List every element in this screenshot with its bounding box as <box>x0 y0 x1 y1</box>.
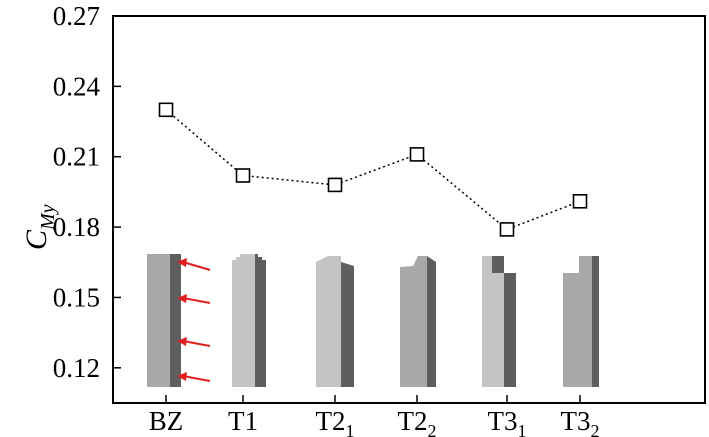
y-tick-label: 0.24 <box>53 71 101 101</box>
model-face <box>400 256 427 387</box>
model-face <box>504 273 516 387</box>
model-face <box>492 256 504 273</box>
x-tick-label: T21 <box>316 406 355 437</box>
model-face <box>255 254 266 387</box>
y-tick-label: 0.12 <box>53 353 100 383</box>
data-point-marker <box>572 194 588 209</box>
model-face <box>147 254 170 387</box>
x-tick-label: T31 <box>488 406 527 437</box>
wind-arrow-icon <box>177 372 211 382</box>
series-markers <box>158 102 588 237</box>
data-point-marker <box>158 102 174 118</box>
model-face <box>482 256 504 387</box>
building-model-icon <box>232 254 266 387</box>
plot-frame <box>112 15 706 404</box>
x-tick-label: T1 <box>228 406 258 436</box>
wind-arrow-icon <box>177 258 211 271</box>
x-tick-label: BZ <box>149 406 184 436</box>
model-face <box>316 256 341 387</box>
model-face <box>563 256 592 387</box>
y-tick-label: 0.18 <box>53 212 100 242</box>
series-line <box>165 109 581 231</box>
building-model-icon <box>316 256 354 387</box>
model-face <box>427 256 436 387</box>
building-models <box>147 254 599 387</box>
building-model-icon <box>563 256 599 387</box>
data-point-marker <box>409 147 425 162</box>
model-face <box>341 262 354 387</box>
building-model-icon <box>482 256 516 387</box>
y-tick-label: 0.21 <box>53 142 100 172</box>
model-face <box>232 254 255 387</box>
x-axis: BZ T1 T21 T22 T31 T32 <box>149 395 600 437</box>
wind-arrow-icon <box>177 294 211 304</box>
x-tick-label: T22 <box>398 406 437 437</box>
data-point-marker <box>499 222 515 237</box>
data-point-marker <box>327 177 343 193</box>
model-face <box>592 256 599 387</box>
wind-arrow-icon <box>177 337 211 347</box>
y-tick-label: 0.27 <box>53 1 100 31</box>
model-face <box>170 254 181 387</box>
y-tick-label: 0.15 <box>53 282 100 312</box>
data-point-marker <box>235 168 251 183</box>
y-axis: 0.12 0.15 0.18 0.21 0.24 0.27 <box>53 1 121 383</box>
building-model-icon <box>147 254 181 387</box>
y-axis-label: CMy <box>20 204 59 250</box>
building-model-icon <box>400 256 436 387</box>
x-tick-label: T32 <box>561 406 600 437</box>
